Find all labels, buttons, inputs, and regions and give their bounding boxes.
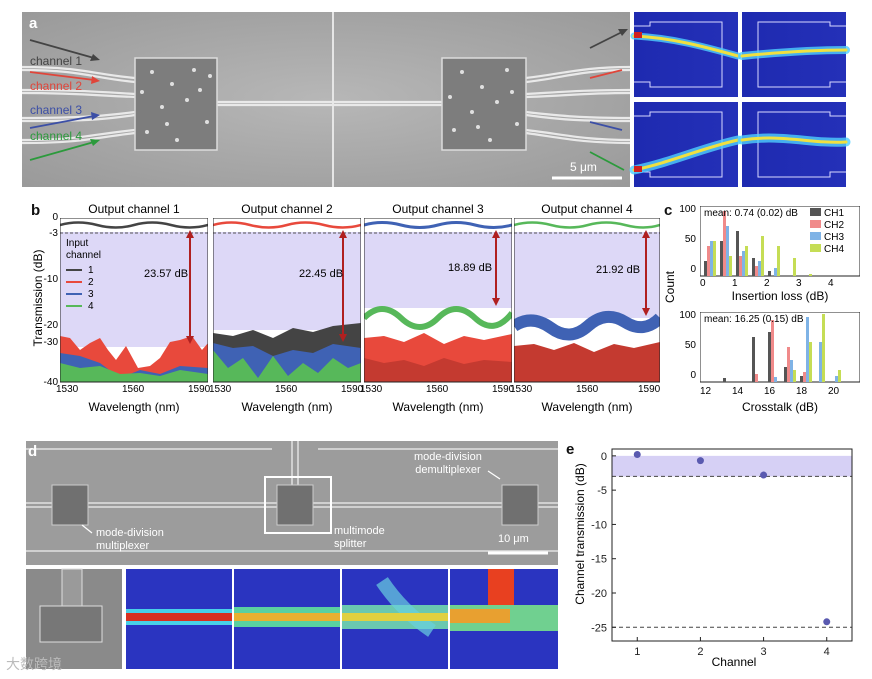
panel-a-graphic xyxy=(21,12,851,187)
e-point-2 xyxy=(696,457,704,465)
b-subplot-3: Output channel 3 18.89 dB 1530 1560 1590… xyxy=(360,202,515,414)
panel-a-label: a xyxy=(29,15,38,32)
panel-e: e Channel transmission (dB) Channel 0 -5-… xyxy=(562,441,868,673)
c-hist-bottom xyxy=(700,312,860,383)
mux-label: mode-division multiplexer xyxy=(96,527,164,552)
demux-label: mode-division demultiplexer xyxy=(414,451,482,476)
e-ytick-3: -15 xyxy=(591,554,607,566)
scalebar-d: 10 μm xyxy=(498,533,529,545)
b-plot-1 xyxy=(60,218,208,383)
watermark: 大数跨境 xyxy=(6,657,62,673)
e-xlabel: Channel xyxy=(711,655,757,669)
e-xtick-3: 4 xyxy=(824,646,830,658)
b-subplot-4: Output channel 4 21.92 dB 1530 1560 1590… xyxy=(510,202,661,414)
b-subplot-2: Output channel 2 22.45 dB 1530 1560 1590… xyxy=(209,202,364,414)
e-ytick-5: -25 xyxy=(591,622,607,634)
panel-c: c Count mean: 0.74 (0.02) dB CH1 CH2 CH3… xyxy=(663,196,870,422)
c-ylabel: Count xyxy=(663,270,678,304)
e-xtick-2: 3 xyxy=(761,646,767,658)
b-legend: Input channel 1 2 3 4 xyxy=(66,238,102,312)
e-ytick-2: -10 xyxy=(591,519,607,531)
b-yticks: 0 -3 -10 -20 -30 -40 xyxy=(43,212,58,388)
channel-4-label: channel 4 xyxy=(30,129,83,143)
e-point-3 xyxy=(760,471,768,479)
panel-e-label: e xyxy=(566,441,575,458)
e-band xyxy=(612,455,852,477)
e-chart: 0 -5 -10 -15 -20 -25 1 2 3 4 xyxy=(591,448,853,658)
channel-2-label: channel 2 xyxy=(30,79,83,93)
e-point-4 xyxy=(823,618,831,626)
b-plot-4 xyxy=(514,218,660,383)
e-ytick-1: -5 xyxy=(597,485,607,497)
b-subplot-1: Output channel 1 23.57 dB 1530 1560 1590… xyxy=(56,202,211,414)
e-frame xyxy=(611,448,853,642)
mux-pattern-right xyxy=(441,57,527,151)
b-plot-3 xyxy=(364,218,512,383)
field-maps-a xyxy=(629,12,851,187)
panel-b-label: b xyxy=(31,202,41,219)
scalebar-a: 5 μm xyxy=(570,160,597,174)
panel-d-graphic xyxy=(26,441,558,669)
channel-1-label: channel 1 xyxy=(30,54,83,68)
b-plot-2 xyxy=(213,218,361,383)
panel-d-label: d xyxy=(28,443,38,460)
e-xtick-1: 2 xyxy=(697,646,703,658)
c-legend: CH1 CH2 CH3 CH4 xyxy=(810,208,844,256)
panel-b: b Transmission (dB) 0 -3 -10 -20 -30 -40… xyxy=(22,196,662,422)
panel-c-label: c xyxy=(664,202,673,219)
e-xtick-0: 1 xyxy=(634,646,640,658)
panel-d: d mode-division multiplexer multimode sp… xyxy=(22,441,562,673)
sem-image-a xyxy=(22,12,630,187)
mux-pattern-left xyxy=(134,57,218,151)
field-maps-d xyxy=(126,569,558,669)
e-ytick-4: -20 xyxy=(591,588,607,600)
c-hist-top xyxy=(700,206,860,277)
channel-3-label: channel 3 xyxy=(30,103,83,117)
panel-a: a channel 1 channel 2 channel 3 channel … xyxy=(21,12,872,187)
splitter-label: multimode splitter xyxy=(334,525,385,550)
e-point-1 xyxy=(633,450,641,458)
e-ytick-0: 0 xyxy=(601,451,607,463)
